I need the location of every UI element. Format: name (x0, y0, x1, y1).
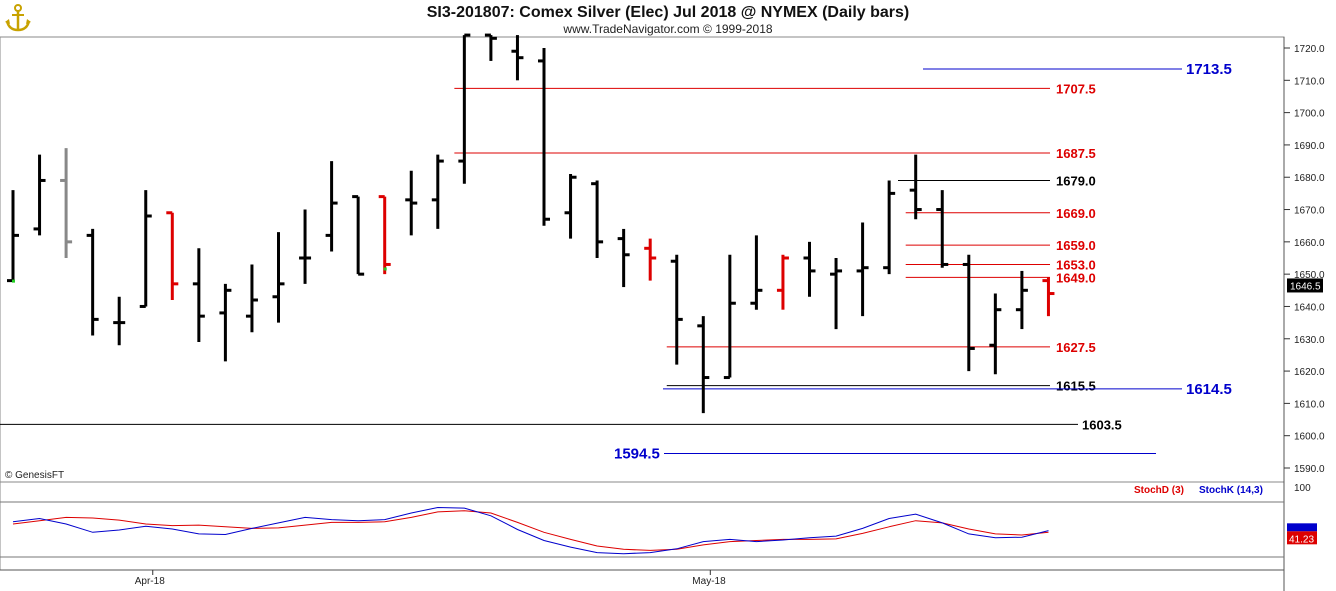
ohlc-bar (299, 209, 312, 284)
price-tick-label: 1660.0 (1294, 238, 1325, 249)
ohlc-bar (352, 195, 365, 276)
ohlc-bar (830, 258, 843, 330)
ohlc-bar (86, 228, 99, 336)
ohlc-bar (484, 33, 497, 61)
level-label: 1627.5 (1056, 340, 1096, 355)
ohlc-bar (219, 283, 232, 362)
ohlc-bar (272, 232, 285, 323)
price-tick-label: 1680.0 (1294, 173, 1325, 184)
ohlc-bar (1015, 270, 1028, 330)
level-label: 1653.0 (1056, 257, 1096, 272)
ohlc-bar (697, 316, 710, 414)
level-label: 1713.5 (1186, 61, 1232, 78)
ohlc-bar (60, 148, 73, 258)
level-label: 1594.5 (614, 445, 660, 462)
stoch-line (12, 510, 1049, 551)
level-label: 1649.0 (1056, 270, 1096, 285)
price-tick-label: 1610.0 (1294, 399, 1325, 410)
stochd-value-box (1287, 531, 1317, 545)
ohlc-bar (909, 154, 922, 220)
level-label: 1669.0 (1056, 206, 1096, 221)
stochk-value-box (1287, 523, 1317, 532)
chart-title: SI3-201807: Comex Silver (Elec) Jul 2018… (426, 4, 910, 21)
ohlc-bar (989, 293, 1002, 375)
legend-stochd: StochD (3) (1134, 485, 1184, 496)
ohlc-bar (33, 154, 46, 236)
price-tick-label: 1670.0 (1294, 206, 1325, 217)
ohlc-bar (750, 235, 763, 310)
chart-subtitle: www.TradeNavigator.com © 1999-2018 (563, 22, 773, 36)
price-plot-area (0, 36, 1285, 483)
stoch-line (12, 506, 1049, 555)
price-tick-label: 1640.0 (1294, 302, 1325, 313)
price-levels: 1713.5 1707.5 1687.5 1679.0 1669.0 1659.0 1653… (0, 61, 1232, 462)
price-tick-label: 1720.0 (1294, 44, 1325, 55)
ohlc-bars: 1646.5 (7, 33, 1323, 414)
price-tick-label: 1690.0 (1294, 141, 1325, 152)
ohlc-bar (723, 254, 736, 380)
ohlc-bar (511, 35, 524, 81)
level-label: 1687.5 (1056, 146, 1096, 161)
price-tick-label: 1600.0 (1294, 432, 1325, 443)
level-label: 1603.5 (1082, 417, 1122, 432)
green-marker (12, 279, 15, 283)
anchor-logo-icon (4, 3, 32, 38)
ohlc-bar (325, 161, 338, 252)
ohlc-bar (617, 228, 630, 288)
last-price-label: 1646.5 (1290, 281, 1321, 292)
price-tick-label: 1700.0 (1294, 109, 1325, 120)
ohlc-bar (670, 254, 683, 365)
ohlc-bar (1042, 277, 1055, 317)
stoch-tick-label: 100 (1294, 483, 1311, 494)
ohlc-bar (192, 248, 205, 342)
price-tick-label: 1630.0 (1294, 335, 1325, 346)
stochastic-panel: 100 StochD (3) StochK (14,3) 41.23 (0, 483, 1317, 558)
legend-stochk: StochK (14,3) (1199, 485, 1263, 496)
ohlc-bar (431, 154, 444, 229)
ohlc-bar (113, 296, 126, 346)
ohlc-bar (591, 180, 604, 258)
ohlc-bar (458, 33, 471, 184)
price-tick-label: 1650.0 (1294, 270, 1325, 281)
plot-frame (0, 36, 1285, 591)
ohlc-bar (538, 48, 550, 226)
level-label: 1707.5 (1056, 81, 1096, 96)
last-price-box (1287, 278, 1323, 293)
ohlc-bar (166, 211, 179, 300)
level-label: 1615.5 (1056, 379, 1096, 394)
ohlc-bar (883, 180, 896, 275)
price-tick-label: 1620.0 (1294, 367, 1325, 378)
level-label: 1659.0 (1056, 238, 1096, 253)
ohlc-bar (644, 238, 657, 281)
level-label: 1614.5 (1186, 381, 1232, 398)
ohlc-bar (936, 190, 949, 268)
level-label: 1679.0 (1056, 173, 1096, 188)
ohlc-bar (856, 222, 869, 317)
ohlc-bar (245, 264, 258, 333)
ohlc-bar (564, 174, 577, 239)
price-tick-label: 1710.0 (1294, 76, 1325, 87)
ohlc-bar (405, 170, 418, 236)
ohlc-bar (803, 241, 816, 297)
price-axis: 1590.0 1600.0 1610.0 1620.0 1630.0 1640.0 1650… (1284, 44, 1325, 475)
ohlc-bar (139, 190, 152, 308)
ohlc-bar (776, 254, 789, 310)
watermark: © GenesisFT (5, 470, 64, 481)
stoch-last-value: 41.23 (1289, 534, 1314, 545)
green-marker (383, 267, 387, 271)
date-tick-label: Apr-18 (135, 576, 165, 587)
ohlc-bar (378, 195, 391, 275)
date-axis: Apr-18 May-18 (135, 570, 726, 587)
ohlc-bar (962, 254, 975, 372)
price-tick-label: 1590.0 (1294, 464, 1325, 475)
date-tick-label: May-18 (692, 576, 726, 587)
